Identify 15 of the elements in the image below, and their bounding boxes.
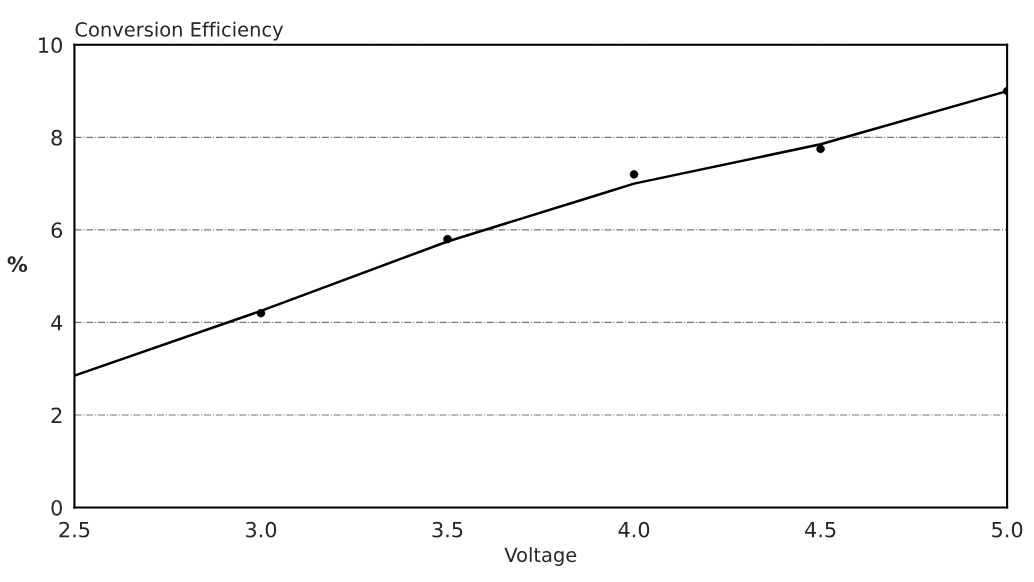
- y-tick-label: 4: [51, 315, 63, 331]
- x-tick-label: 2.5: [59, 521, 90, 538]
- y-tick-label: 6: [51, 222, 63, 239]
- x-axis-title: Voltage: [504, 547, 577, 566]
- x-tick-label: 4.0: [618, 521, 650, 538]
- x-tick-label: 4.5: [805, 522, 836, 538]
- y-tick-label: 0: [51, 499, 62, 516]
- y-axis-title: %: [7, 256, 28, 273]
- y-tick-label: 8: [51, 129, 62, 146]
- x-tick-label: 3.5: [432, 521, 463, 538]
- chart-title: Conversion Efficiency: [75, 21, 284, 41]
- y-tick-label: 10: [39, 37, 62, 54]
- x-tick-label: 5.0: [992, 521, 1023, 538]
- x-tick-label: 3.0: [246, 521, 277, 538]
- y-tick-label: 2: [51, 407, 62, 423]
